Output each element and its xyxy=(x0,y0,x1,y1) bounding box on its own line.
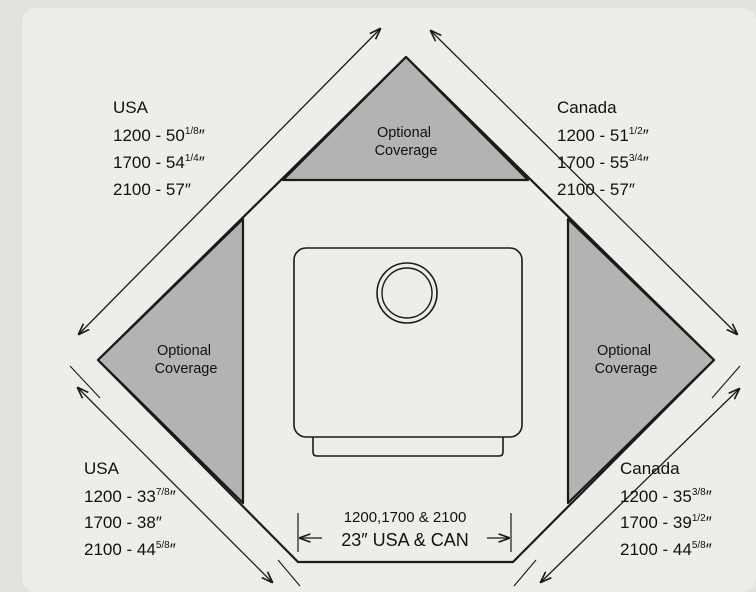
extension-tick xyxy=(513,559,537,587)
canada-diagonal-dimensions: Canada 1200 - 511/2″ 1700 - 553/4″ 2100 … xyxy=(557,98,649,199)
canada-side-dimension-arrow xyxy=(541,389,739,582)
canada-side-row: 1200 - 353/8″ xyxy=(620,487,712,506)
optional-coverage-left-label: Optional Coverage xyxy=(155,343,218,377)
usa-side-row: 2100 - 445/8″ xyxy=(84,540,176,559)
bottom-width-value: 23″ USA & CAN xyxy=(341,530,468,550)
canada-diagonal-row: 1700 - 553/4″ xyxy=(557,153,649,172)
canada-side-row: 2100 - 445/8″ xyxy=(620,540,712,559)
canada-diagonal-dimension-arrow xyxy=(431,31,737,334)
canada-side-title: Canada xyxy=(620,459,680,478)
usa-side-row: 1200 - 337/8″ xyxy=(84,487,176,506)
optional-coverage-top xyxy=(281,55,530,182)
usa-diagonal-row: 1200 - 501/8″ xyxy=(113,126,205,145)
optional-coverage-right-label: Optional Coverage xyxy=(595,343,658,377)
canada-diagonal-row: 1200 - 511/2″ xyxy=(557,126,649,145)
extension-tick xyxy=(277,559,301,587)
canada-diagonal-title: Canada xyxy=(557,98,617,117)
usa-side-row: 1700 - 38″ xyxy=(84,513,162,532)
extension-tick xyxy=(711,365,741,399)
bottom-width-models: 1200,1700 & 2100 xyxy=(344,509,467,526)
usa-diagonal-dimensions: USA 1200 - 501/8″ 1700 - 541/4″ 2100 - 5… xyxy=(113,98,205,199)
usa-side-title: USA xyxy=(84,459,120,478)
usa-diagonal-row: 2100 - 57″ xyxy=(113,180,191,199)
usa-diagonal-title: USA xyxy=(113,98,149,117)
canada-side-dimensions: Canada 1200 - 353/8″ 1700 - 391/2″ 2100 … xyxy=(620,459,712,559)
usa-side-dimension-arrow xyxy=(78,388,272,582)
canada-side-row: 1700 - 391/2″ xyxy=(620,513,712,532)
usa-side-dimensions: USA 1200 - 337/8″ 1700 - 38″ 2100 - 445/… xyxy=(84,459,176,559)
extension-tick xyxy=(69,365,101,399)
usa-diagonal-row: 1700 - 541/4″ xyxy=(113,153,205,172)
optional-coverage-top-label: Optional Coverage xyxy=(375,125,438,159)
usa-diagonal-dimension-arrow xyxy=(79,29,380,334)
canada-diagonal-row: 2100 - 57″ xyxy=(557,180,635,199)
